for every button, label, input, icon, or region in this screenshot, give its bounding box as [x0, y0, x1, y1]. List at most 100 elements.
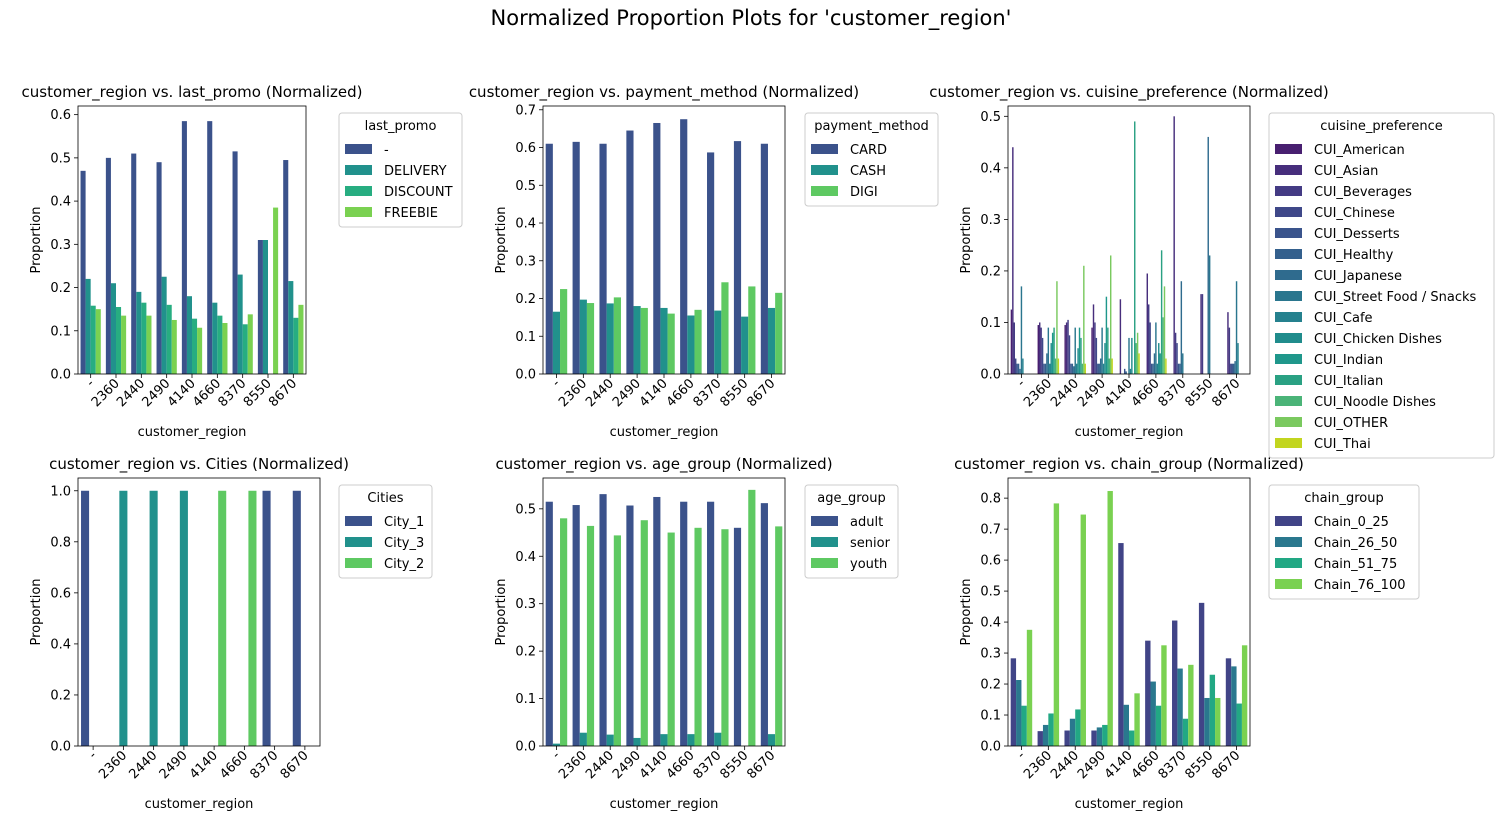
- x-tick-label: -: [549, 376, 563, 390]
- bar-discount-4140: [192, 318, 198, 374]
- bar-adult-8670: [760, 503, 768, 746]
- bar-cui-thai-4140: [1138, 353, 1140, 374]
- bar-freebie-8670: [298, 304, 304, 374]
- bar-cui-chicken-dishes-2440: [1077, 348, 1079, 374]
- bar-cui-street-food-snacks-4660: [1155, 322, 1157, 374]
- bar-digi-2440: [613, 297, 621, 374]
- bar-delivery-dash: [85, 278, 91, 374]
- bar-cui-street-food-snacks-2490: [1101, 327, 1103, 374]
- legend-swatch-cui-italian: [1275, 375, 1302, 385]
- legend-title: age_group: [817, 491, 885, 506]
- x-tick-label: 8370: [215, 376, 249, 410]
- bar-senior-4140: [660, 734, 668, 746]
- x-axis-label: customer_region: [1075, 425, 1184, 440]
- y-tick-label: 0.4: [50, 195, 71, 210]
- bar-dash-8370: [232, 151, 238, 374]
- bar-digi-8370: [721, 282, 729, 374]
- bar-chain-0-25-2360: [1037, 731, 1043, 746]
- bar-cui-beverages-4660: [1148, 304, 1150, 374]
- legend: Cities City_1 City_3 City_2: [338, 484, 433, 579]
- bar-card-8550: [733, 141, 742, 374]
- bar-chain-0-25-dash: [1010, 658, 1017, 746]
- bar-cui-thai-2360: [1057, 358, 1060, 374]
- x-tick-label: 4660: [664, 748, 698, 782]
- bar-chain-76-100-2360: [1053, 503, 1060, 746]
- bar-cui-asian-8670: [1227, 312, 1229, 374]
- bar-card-4660: [680, 119, 688, 374]
- y-tick-label: 0.2: [980, 678, 1001, 693]
- bar-card-8370: [707, 152, 715, 374]
- bar-youth-8550: [748, 489, 756, 746]
- legend-label-cui-other: CUI_OTHER: [1314, 416, 1388, 431]
- bar-chain-76-100-8370: [1188, 664, 1194, 746]
- bar-cui-beverages-2440: [1067, 319, 1069, 374]
- bar-youth-4660: [694, 527, 702, 746]
- bar-dash-8670: [283, 160, 289, 374]
- bar-card-2440: [599, 143, 607, 374]
- bar-senior-dash: [552, 743, 561, 746]
- bar-cui-chicken-dishes-2360: [1050, 343, 1052, 374]
- bar-cui-beverages-2490: [1094, 322, 1096, 374]
- legend-label-dash: -: [384, 143, 389, 158]
- x-tick-label: 2360: [96, 748, 130, 782]
- x-tick-label: 4660: [1129, 748, 1163, 782]
- y-axis-label: Proportion: [29, 206, 44, 273]
- y-tick-label: 0.3: [515, 597, 536, 612]
- x-tick-label: 8670: [744, 748, 778, 782]
- bar-cash-8670: [767, 307, 776, 374]
- bar-cui-desserts-2440: [1070, 363, 1072, 374]
- y-tick-label: 0.8: [980, 492, 1001, 507]
- legend-label-cui-japanese: CUI_Japanese: [1314, 269, 1402, 284]
- bar-city-3-2440: [149, 490, 158, 746]
- legend-label-discount: DISCOUNT: [384, 185, 453, 200]
- legend-box: [804, 112, 939, 207]
- x-tick-label: 2490: [1075, 748, 1109, 782]
- bar-cui-cafe-2360: [1049, 363, 1051, 374]
- bar-chain-51-75-8670: [1236, 703, 1242, 746]
- bar-youth-2360: [586, 525, 595, 746]
- bar-cui-chicken-dishes-4140: [1131, 337, 1133, 374]
- bar-cui-noodle-dishes-4660: [1162, 317, 1164, 374]
- bar-chain-26-50-8370: [1177, 668, 1183, 746]
- bar-chain-0-25-8550: [1198, 602, 1205, 746]
- bar-cash-4660: [687, 315, 695, 374]
- bar-cui-indian-2360: [1051, 332, 1054, 374]
- x-tick-label: 2490: [610, 376, 644, 410]
- y-tick-label: 0.2: [50, 281, 71, 296]
- bar-adult-2360: [572, 505, 580, 746]
- bar-cui-cafe-2440: [1075, 363, 1078, 374]
- legend-label-city-2: City_2: [384, 557, 424, 572]
- bar-card-2490: [626, 130, 634, 374]
- bar-cui-american-dash: [1010, 309, 1013, 374]
- y-tick-label: 0.4: [50, 637, 71, 652]
- y-tick-label: 0.5: [980, 110, 1001, 125]
- bar-cui-japanese-dash: [1019, 368, 1021, 374]
- legend-swatch-chain-76-100: [1275, 579, 1302, 589]
- x-tick-label: 2440: [126, 748, 160, 782]
- y-tick-label: 0.6: [50, 108, 71, 123]
- legend-swatch-cui-street-food-snacks: [1275, 291, 1302, 301]
- bar-cui-healthy-4140: [1125, 371, 1127, 374]
- bar-chain-26-50-2360: [1042, 724, 1049, 746]
- legend-title: cuisine_preference: [1320, 119, 1442, 134]
- bar-discount-2360: [116, 307, 122, 374]
- bar-cui-asian-2360: [1039, 322, 1041, 374]
- subplot-5: 0.00.10.20.30.40.5-236024402490414046608…: [494, 455, 899, 812]
- bar-discount-8370: [242, 324, 248, 374]
- bar-cash-dash: [552, 311, 561, 374]
- x-tick-label: 8550: [241, 376, 275, 410]
- legend-label-cui-italian: CUI_Italian: [1314, 374, 1383, 389]
- bar-cui-asian-8550: [1200, 294, 1202, 374]
- legend-swatch-freebie: [345, 207, 372, 217]
- bar-chain-26-50-8670: [1231, 666, 1237, 746]
- legend-label-cui-desserts: CUI_Desserts: [1314, 227, 1400, 242]
- bar-city-1-8670: [292, 490, 301, 746]
- legend-label-cash: CASH: [850, 164, 886, 179]
- x-tick-label: 8370: [1156, 748, 1190, 782]
- x-tick-label: 4660: [217, 748, 251, 782]
- bar-cui-desserts-8370: [1177, 363, 1180, 374]
- bar-cui-italian-2490: [1107, 327, 1109, 374]
- legend-swatch-cash: [811, 165, 838, 175]
- subplot-title: customer_region vs. age_group (Normalize…: [495, 455, 832, 474]
